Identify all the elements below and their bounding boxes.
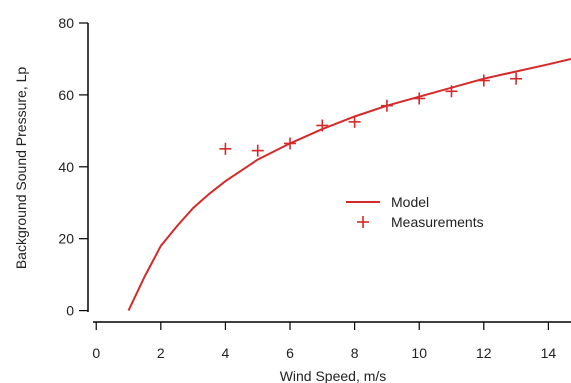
measurement-point (477, 74, 490, 87)
y-axis-title: Background Sound Pressure, Lp (13, 67, 29, 270)
measurement-point (284, 137, 297, 150)
y-tick-label: 20 (58, 231, 74, 247)
legend-measurements-swatch (357, 216, 369, 228)
measurement-point (316, 119, 329, 132)
y-ticks: 0 20 40 60 80 (58, 15, 88, 319)
measurement-point (251, 144, 264, 157)
x-tick-label: 12 (476, 345, 492, 361)
y-tick-label: 80 (58, 15, 74, 31)
x-tick-label: 2 (157, 345, 165, 361)
x-tick-label: 6 (286, 345, 294, 361)
measurement-point (380, 99, 393, 112)
measurement-point (219, 142, 232, 155)
model-line (127, 58, 571, 312)
measurement-point (445, 85, 458, 98)
y-tick-label: 40 (58, 159, 74, 175)
y-tick-label: 0 (66, 303, 74, 319)
measurement-point (348, 115, 361, 128)
x-ticks: 0 2 4 6 8 10 12 14 (92, 322, 556, 361)
plot-area: 0 20 40 60 80 0 2 4 6 8 10 12 14 (58, 15, 571, 361)
x-tick-label: 0 (92, 345, 100, 361)
x-tick-label: 8 (351, 345, 359, 361)
legend: Model Measurements (346, 194, 484, 230)
measurement-point (413, 92, 426, 105)
legend-model-label: Model (391, 194, 429, 210)
measurement-point (510, 72, 523, 85)
x-tick-label: 14 (541, 345, 557, 361)
legend-measurements-label: Measurements (391, 214, 484, 230)
legend-plus-marker (357, 216, 369, 228)
x-tick-label: 10 (411, 345, 427, 361)
measurement-markers (219, 72, 523, 157)
x-axis-title: Wind Speed, m/s (280, 368, 387, 383)
y-tick-label: 60 (58, 87, 74, 103)
x-tick-label: 4 (222, 345, 230, 361)
